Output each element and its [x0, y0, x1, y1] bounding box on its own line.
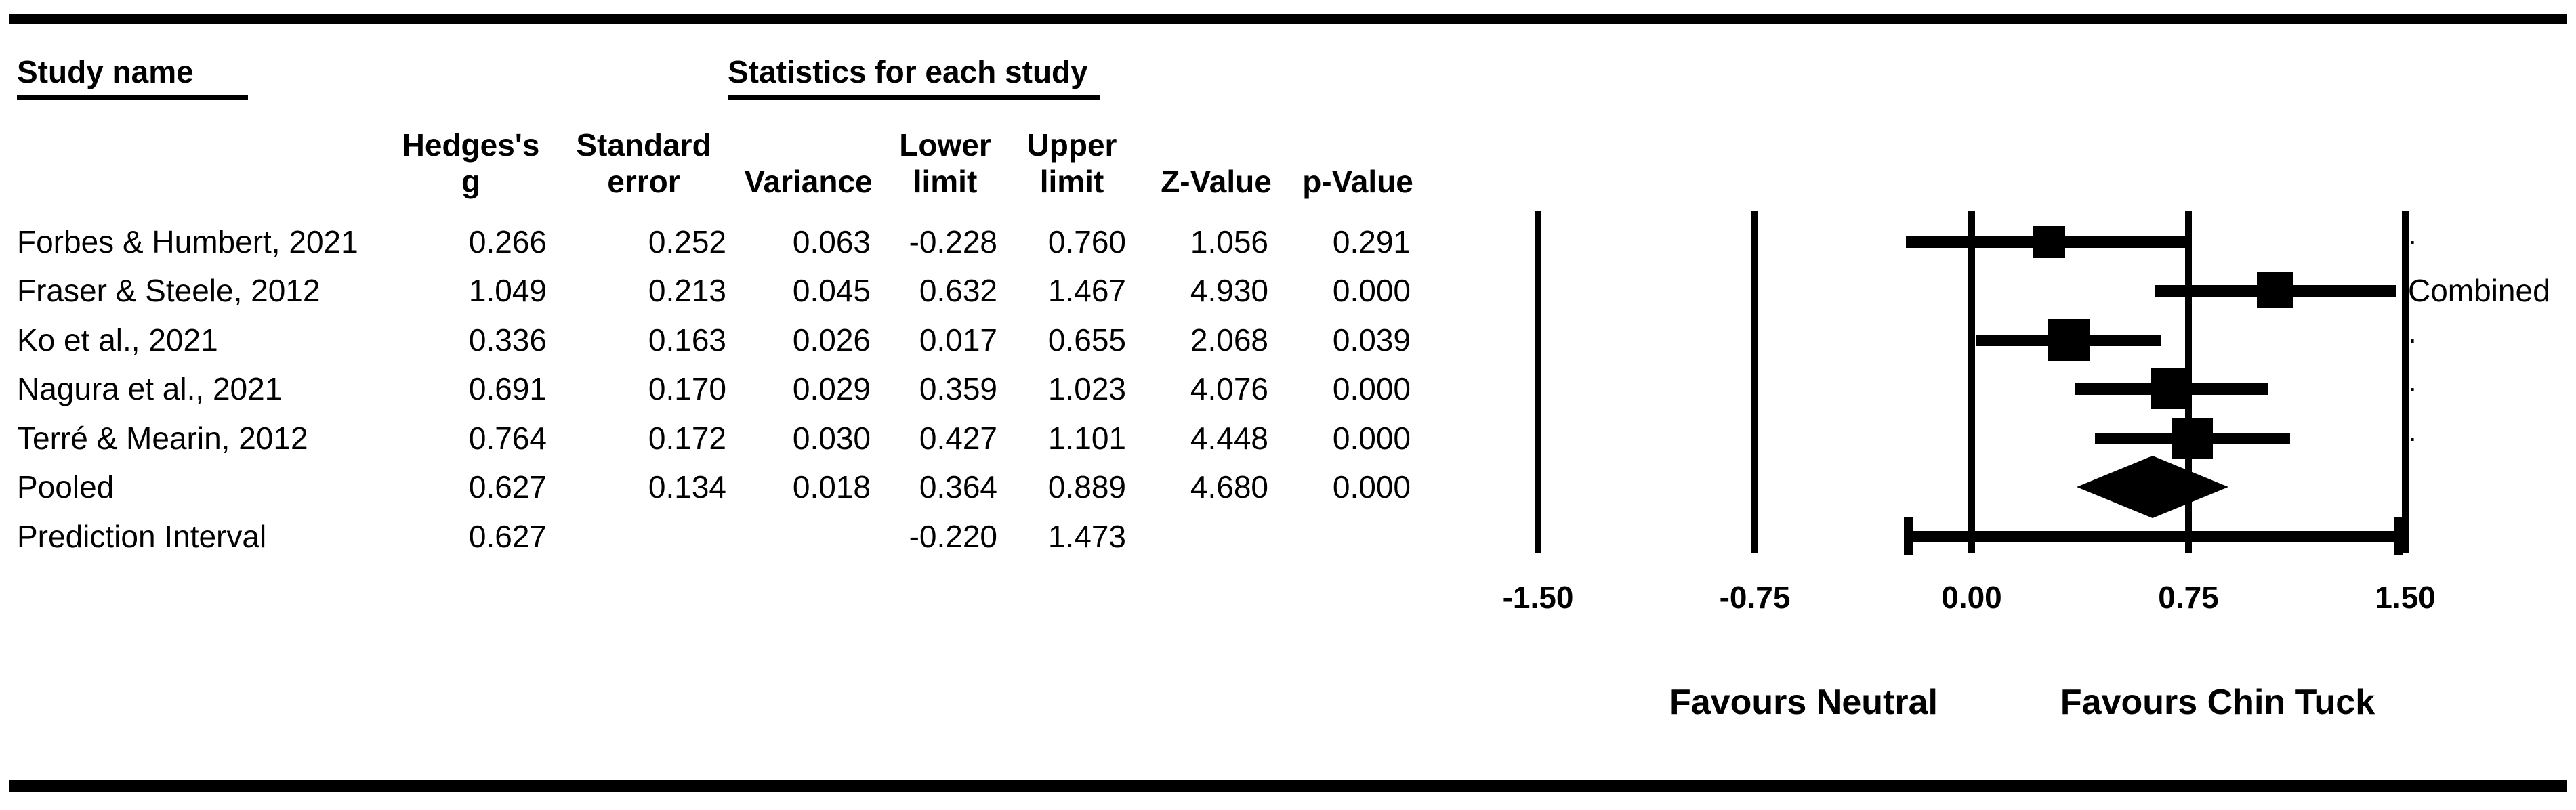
- cell-lower-limit: 0.359: [919, 371, 997, 406]
- col-header-upper-limit: Upper limit: [1026, 127, 1117, 199]
- cell-upper-limit: 1.101: [1047, 421, 1126, 456]
- col-header-z-value: Z-Value: [1161, 164, 1272, 199]
- study-name-section-header: Study name: [17, 54, 248, 100]
- cell-variance: 0.030: [792, 421, 871, 456]
- cell-z-value: 4.930: [1190, 273, 1268, 308]
- row-outcome-label-terre: .: [2408, 412, 2417, 448]
- cell-variance: 0.018: [792, 469, 871, 505]
- cell-p-value: 0.291: [1332, 224, 1411, 259]
- cell-p-value: 0.000: [1332, 421, 1411, 456]
- statistics-section-header: Statistics for each study: [728, 54, 1100, 100]
- cell-z-value: 1.056: [1190, 224, 1268, 259]
- point-estimate-terre: [2172, 418, 2213, 459]
- row-outcome-label-nagura: .: [2408, 363, 2417, 398]
- study-name: Fraser & Steele, 2012: [17, 273, 320, 308]
- cell-z-value: 4.448: [1190, 421, 1268, 456]
- point-estimate-fraser: [2257, 272, 2293, 308]
- cell-upper-limit: 1.023: [1047, 371, 1126, 406]
- row-outcome-label-combined: Combined: [2408, 273, 2550, 308]
- cell-z-value: 4.076: [1190, 371, 1268, 406]
- cell-std-error: 0.163: [648, 322, 726, 358]
- gridline-0-00: [1968, 211, 1975, 553]
- cell-hedges-g: 1.049: [468, 273, 547, 308]
- cell-p-value: 0.000: [1332, 273, 1411, 308]
- row-outcome-label-ko: .: [2408, 314, 2417, 349]
- prediction-interval-left-cap: [1904, 517, 1913, 555]
- study-name: Nagura et al., 2021: [17, 371, 283, 406]
- col-header-p-value: p-Value: [1302, 164, 1413, 199]
- row-outcome-label-forbes: .: [2408, 216, 2417, 251]
- study-name: Pooled: [17, 469, 115, 505]
- cell-lower-limit: -0.220: [909, 519, 997, 554]
- cell-z-value: 2.068: [1190, 322, 1268, 358]
- cell-std-error: 0.252: [648, 224, 726, 259]
- cell-upper-limit: 0.760: [1047, 224, 1126, 259]
- cell-hedges-g: 0.764: [468, 421, 547, 456]
- axis-tick-0-75: 0.75: [2158, 580, 2219, 615]
- table-row-pooled: Pooled 0.627 0.134 0.018 0.364 0.889 4.6…: [0, 468, 1491, 506]
- bottom-rule: [9, 780, 2567, 792]
- study-name: Ko et al., 2021: [17, 322, 218, 358]
- table-row-terre: Terré & Mearin, 2012 0.764 0.172 0.030 0…: [0, 419, 1491, 457]
- cell-lower-limit: 0.364: [919, 469, 997, 505]
- table-row-forbes: Forbes & Humbert, 2021 0.266 0.252 0.063…: [0, 223, 1491, 261]
- table-row-ko: Ko et al., 2021 0.336 0.163 0.026 0.017 …: [0, 321, 1491, 359]
- cell-std-error: 0.170: [648, 371, 726, 406]
- cell-hedges-g: 0.336: [468, 322, 547, 358]
- cell-variance: 0.026: [792, 322, 871, 358]
- cell-p-value: 0.000: [1332, 469, 1411, 505]
- study-name: Forbes & Humbert, 2021: [17, 224, 358, 259]
- cell-hedges-g: 0.627: [468, 469, 547, 505]
- table-row-nagura: Nagura et al., 2021 0.691 0.170 0.029 0.…: [0, 370, 1491, 408]
- cell-p-value: 0.000: [1332, 371, 1411, 406]
- cell-z-value: 4.680: [1190, 469, 1268, 505]
- point-estimate-ko: [2048, 319, 2090, 361]
- cell-hedges-g: 0.266: [468, 224, 547, 259]
- cell-p-value: 0.039: [1332, 322, 1411, 358]
- table-row-prediction-interval: Prediction Interval 0.627 -0.220 1.473: [0, 517, 1491, 555]
- cell-hedges-g: 0.691: [468, 371, 547, 406]
- cell-lower-limit: -0.228: [909, 224, 997, 259]
- study-name: Prediction Interval: [17, 519, 267, 554]
- gridline-neg-1-50: [1535, 211, 1541, 553]
- cell-variance: 0.029: [792, 371, 871, 406]
- table-row-fraser: Fraser & Steele, 2012 1.049 0.213 0.045 …: [0, 272, 1491, 310]
- col-header-lower-limit: Lower limit: [899, 127, 991, 199]
- axis-tick-neg-1-50: -1.50: [1502, 580, 1574, 615]
- cell-lower-limit: 0.427: [919, 421, 997, 456]
- axis-tick-neg-0-75: -0.75: [1719, 580, 1791, 615]
- cell-upper-limit: 1.467: [1047, 273, 1126, 308]
- gridline-neg-0-75: [1751, 211, 1758, 553]
- col-header-hedges-g: Hedges's g: [402, 127, 540, 199]
- prediction-interval-right-cap: [2394, 517, 2403, 555]
- study-name: Terré & Mearin, 2012: [17, 421, 308, 456]
- cell-upper-limit: 1.473: [1047, 519, 1126, 554]
- prediction-interval-bar: [1908, 531, 2398, 542]
- cell-lower-limit: 0.017: [919, 322, 997, 358]
- cell-upper-limit: 0.889: [1047, 469, 1126, 505]
- cell-variance: 0.063: [792, 224, 871, 259]
- cell-upper-limit: 0.655: [1047, 322, 1126, 358]
- axis-tick-0-00: 0.00: [1941, 580, 2002, 615]
- cell-lower-limit: 0.632: [919, 273, 997, 308]
- favours-chin-tuck-label: Favours Chin Tuck: [2060, 683, 2375, 722]
- top-rule: [9, 14, 2567, 24]
- favours-neutral-label: Favours Neutral: [1669, 683, 1938, 722]
- cell-hedges-g: 0.627: [468, 519, 547, 554]
- col-header-standard-error: Standard error: [576, 127, 711, 199]
- pooled-diamond: [2077, 456, 2228, 518]
- col-header-variance: Variance: [744, 164, 873, 199]
- axis-tick-1-50: 1.50: [2375, 580, 2436, 615]
- point-estimate-nagura: [2151, 368, 2192, 409]
- cell-std-error: 0.134: [648, 469, 726, 505]
- cell-variance: 0.045: [792, 273, 871, 308]
- cell-std-error: 0.213: [648, 273, 726, 308]
- point-estimate-forbes: [2033, 226, 2065, 258]
- cell-std-error: 0.172: [648, 421, 726, 456]
- gridline-1-50: [2402, 211, 2409, 553]
